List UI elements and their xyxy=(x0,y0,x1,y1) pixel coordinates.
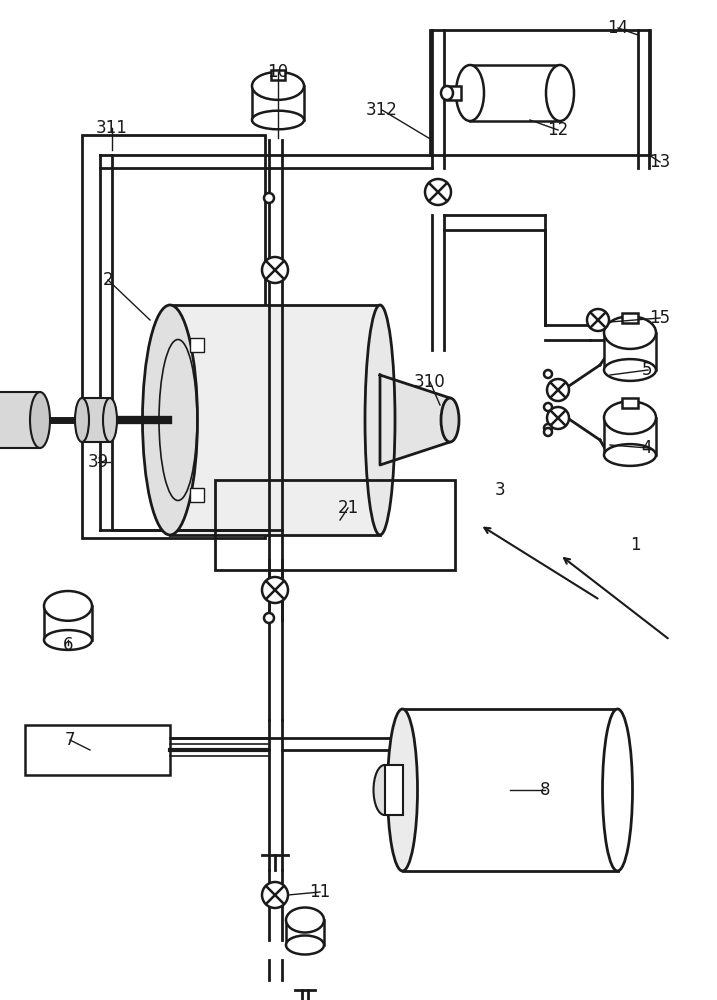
Bar xyxy=(447,86,461,100)
Bar xyxy=(271,70,285,80)
Bar xyxy=(622,313,638,323)
Bar xyxy=(82,135,265,538)
Bar xyxy=(622,398,638,408)
Text: 15: 15 xyxy=(650,309,670,327)
Ellipse shape xyxy=(441,398,459,442)
Ellipse shape xyxy=(143,305,197,535)
Text: 12: 12 xyxy=(547,121,569,139)
Text: 10: 10 xyxy=(267,63,288,81)
Bar xyxy=(252,86,304,120)
Ellipse shape xyxy=(75,398,89,442)
Text: 311: 311 xyxy=(96,119,128,137)
Ellipse shape xyxy=(252,72,304,100)
Text: 13: 13 xyxy=(650,153,670,171)
Text: 310: 310 xyxy=(414,373,446,391)
Bar xyxy=(286,920,324,945)
Bar xyxy=(190,488,204,502)
Text: 39: 39 xyxy=(87,453,108,471)
Ellipse shape xyxy=(604,316,656,349)
Circle shape xyxy=(547,407,569,429)
Text: 7: 7 xyxy=(65,731,75,749)
Text: 14: 14 xyxy=(607,19,629,37)
Bar xyxy=(190,338,204,352)
Bar xyxy=(170,305,380,535)
Ellipse shape xyxy=(44,591,92,621)
Ellipse shape xyxy=(103,398,117,442)
Circle shape xyxy=(544,370,552,378)
Circle shape xyxy=(264,193,274,203)
Bar xyxy=(0,392,40,448)
Ellipse shape xyxy=(604,444,656,466)
Bar xyxy=(384,765,402,815)
Circle shape xyxy=(262,577,288,603)
Bar xyxy=(604,418,656,455)
Ellipse shape xyxy=(602,709,632,871)
Bar xyxy=(82,398,110,442)
Bar xyxy=(44,606,92,640)
Ellipse shape xyxy=(365,305,395,535)
Text: 1: 1 xyxy=(630,536,640,554)
Text: 11: 11 xyxy=(309,883,331,901)
Bar xyxy=(430,30,650,155)
Ellipse shape xyxy=(374,765,396,815)
Ellipse shape xyxy=(387,709,417,871)
Ellipse shape xyxy=(44,630,92,650)
Text: 312: 312 xyxy=(366,101,398,119)
Ellipse shape xyxy=(30,392,50,448)
Bar xyxy=(470,65,560,121)
Ellipse shape xyxy=(456,65,484,121)
Ellipse shape xyxy=(286,936,324,954)
Circle shape xyxy=(587,309,609,331)
Circle shape xyxy=(544,428,552,436)
Circle shape xyxy=(544,403,552,411)
Text: 21: 21 xyxy=(338,499,358,517)
Circle shape xyxy=(264,613,274,623)
Text: 6: 6 xyxy=(63,636,73,654)
Bar xyxy=(604,333,656,370)
Text: 8: 8 xyxy=(540,781,550,799)
Polygon shape xyxy=(380,375,450,465)
Text: 2: 2 xyxy=(103,271,113,289)
Bar xyxy=(402,709,617,871)
Ellipse shape xyxy=(252,111,304,129)
Text: 4: 4 xyxy=(642,439,652,457)
Ellipse shape xyxy=(441,86,453,100)
Ellipse shape xyxy=(604,401,656,434)
Circle shape xyxy=(262,882,288,908)
Circle shape xyxy=(262,257,288,283)
Text: 5: 5 xyxy=(642,361,652,379)
Text: 3: 3 xyxy=(495,481,505,499)
Ellipse shape xyxy=(286,908,324,932)
Ellipse shape xyxy=(546,65,574,121)
Bar xyxy=(25,725,170,775)
Ellipse shape xyxy=(604,359,656,381)
Circle shape xyxy=(547,379,569,401)
Circle shape xyxy=(425,179,451,205)
Circle shape xyxy=(544,424,552,432)
Bar xyxy=(215,480,455,570)
